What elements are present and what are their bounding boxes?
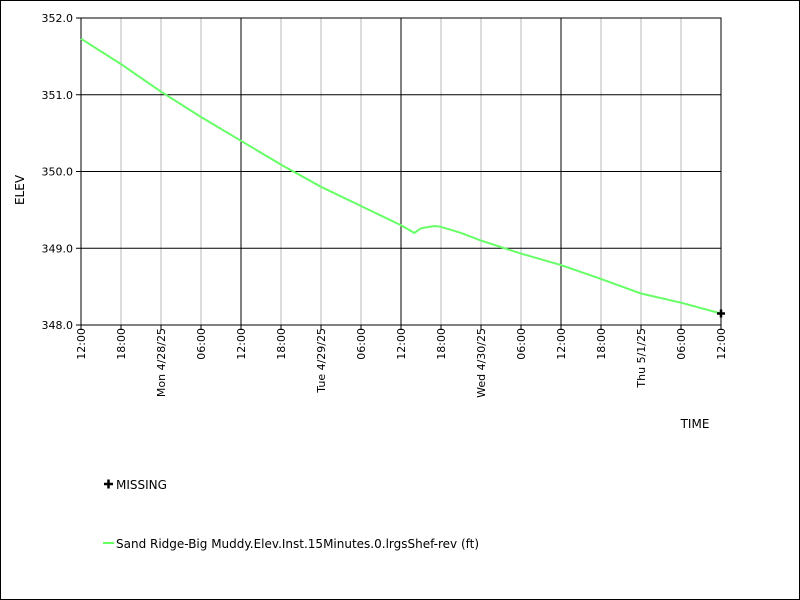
- y-tick-label: 352.0: [42, 12, 74, 25]
- x-tick-label: Tue 4/29/25: [315, 328, 328, 394]
- x-tick-label: 12:00: [555, 328, 568, 360]
- series-line: [80, 37, 722, 315]
- x-tick-label: 06:00: [675, 328, 688, 360]
- x-tick-label: 18:00: [435, 328, 448, 360]
- x-axis-ticks: 12:00 18:00 Mon 4/28/25 06:00 12:00 18:00 Tue …: [75, 325, 728, 398]
- x-tick-label: 18:00: [115, 328, 128, 360]
- x-tick-label: Thu 5/1/25: [635, 328, 648, 389]
- missing-marker-icon: [104, 479, 113, 489]
- legend-item-missing: MISSING: [104, 478, 167, 492]
- x-tick-label: Mon 4/28/25: [155, 328, 168, 397]
- major-grid: [81, 18, 721, 325]
- x-tick-label: Wed 4/30/25: [475, 328, 488, 398]
- x-tick-label: 12:00: [715, 328, 728, 360]
- x-tick-label: 06:00: [355, 328, 368, 360]
- y-tick-label: 348.0: [42, 319, 74, 332]
- legend-label-missing: MISSING: [116, 478, 167, 492]
- x-tick-label: 18:00: [275, 328, 288, 360]
- missing-markers: [717, 309, 725, 318]
- legend-label-series: Sand Ridge-Big Muddy.Elev.Inst.15Minutes…: [116, 537, 479, 551]
- y-tick-label: 351.0: [42, 89, 74, 102]
- y-tick-label: 349.0: [42, 242, 74, 255]
- x-tick-label: 06:00: [515, 328, 528, 360]
- y-tick-label: 350.0: [42, 166, 74, 179]
- x-tick-label: 06:00: [195, 328, 208, 360]
- series-layer: [80, 37, 722, 315]
- x-tick-label: 12:00: [235, 328, 248, 360]
- x-tick-label: 18:00: [595, 328, 608, 360]
- legend-item-series: Sand Ridge-Big Muddy.Elev.Inst.15Minutes…: [103, 537, 479, 551]
- legend: MISSING Sand Ridge-Big Muddy.Elev.Inst.1…: [103, 478, 479, 551]
- missing-point-marker: [717, 309, 725, 318]
- x-tick-label: 12:00: [75, 328, 88, 360]
- x-tick-label: 12:00: [395, 328, 408, 360]
- x-axis-title: TIME: [680, 417, 710, 431]
- y-axis-ticks: 352.0 351.0 350.0 349.0 348.0: [42, 12, 81, 332]
- y-axis-title: ELEV: [13, 174, 27, 205]
